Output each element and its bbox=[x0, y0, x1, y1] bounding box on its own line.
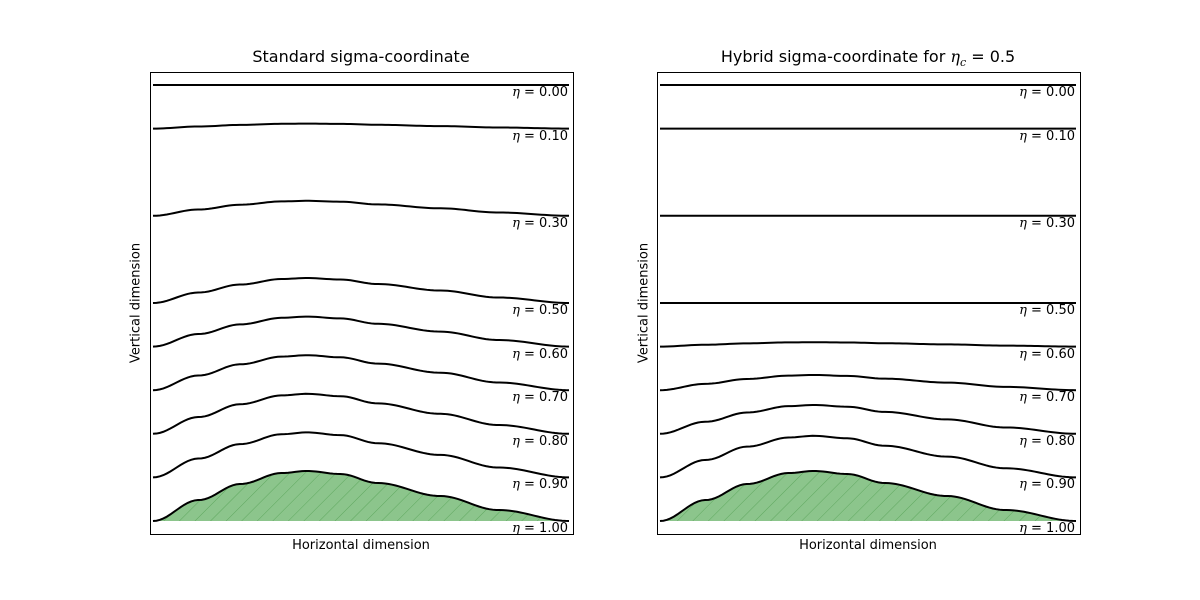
y-axis-label-hybrid: Vertical dimension bbox=[636, 242, 652, 364]
sigma-level-label: η = 0.50 bbox=[512, 303, 568, 318]
axes-frame bbox=[657, 72, 1081, 535]
sigma-level-line bbox=[659, 470, 1077, 522]
panel-title-standard: Standard sigma-coordinate bbox=[252, 47, 470, 66]
eta-symbol: η bbox=[1019, 215, 1027, 231]
eta-value: = 0.60 bbox=[519, 346, 568, 362]
sigma-level-label: η = 0.70 bbox=[512, 390, 568, 405]
sigma-level-label: η = 0.70 bbox=[1019, 390, 1075, 405]
topography-fill bbox=[153, 471, 569, 521]
sigma-level-label: η = 0.10 bbox=[512, 129, 568, 144]
eta-symbol: η bbox=[512, 303, 520, 318]
panel-title-hybrid: Hybrid sigma-coordinate for ηc = 0.5 bbox=[721, 47, 1015, 69]
eta-value: = 0.80 bbox=[1026, 433, 1075, 449]
title-prefix: Hybrid sigma-coordinate for bbox=[720, 47, 951, 66]
x-axis-label-standard: Horizontal dimension bbox=[292, 538, 430, 553]
eta-value: = 1.00 bbox=[1026, 521, 1075, 536]
eta-symbol: η bbox=[512, 215, 520, 231]
sigma-level-label: η = 0.00 bbox=[1019, 85, 1075, 100]
topography-fill bbox=[660, 471, 1076, 521]
sigma-level-line bbox=[152, 277, 570, 304]
eta-value: = 0.90 bbox=[519, 477, 568, 493]
sigma-level-label: η = 1.00 bbox=[512, 521, 568, 536]
eta-symbol: η bbox=[512, 128, 520, 144]
sigma-level-label: η = 0.80 bbox=[1019, 434, 1075, 449]
eta-value: = 0.70 bbox=[519, 390, 568, 406]
eta-value: = 0.50 bbox=[519, 303, 568, 318]
eta-value: = 0.00 bbox=[519, 85, 568, 100]
eta-value: = 0.50 bbox=[1026, 303, 1075, 318]
sigma-level-line bbox=[152, 392, 570, 435]
eta-symbol: η bbox=[1019, 346, 1027, 362]
sigma-level-label: η = 0.60 bbox=[1019, 347, 1075, 362]
panel-standard-sigma bbox=[150, 72, 574, 535]
sigma-level-line bbox=[152, 122, 570, 130]
eta-symbol: η bbox=[1019, 85, 1027, 100]
eta-symbol: η bbox=[1019, 128, 1027, 144]
sigma-level-label: η = 0.60 bbox=[512, 347, 568, 362]
eta-symbol: η bbox=[512, 390, 520, 406]
eta-symbol: η bbox=[512, 477, 520, 493]
sigma-level-label: η = 0.90 bbox=[1019, 477, 1075, 492]
eta-value: = 1.00 bbox=[519, 521, 568, 536]
eta-symbol: η bbox=[512, 521, 520, 536]
eta-value: = 0.60 bbox=[1026, 346, 1075, 362]
eta-value: = 0.80 bbox=[519, 433, 568, 449]
eta-symbol: η bbox=[1019, 303, 1027, 318]
sigma-level-label: η = 0.50 bbox=[1019, 303, 1075, 318]
sigma-level-label: η = 0.30 bbox=[512, 216, 568, 231]
sigma-level-line bbox=[659, 404, 1077, 435]
eta-value: = 0.00 bbox=[1026, 85, 1075, 100]
eta-symbol: η bbox=[512, 433, 520, 449]
eta-value: = 0.10 bbox=[519, 128, 568, 144]
title-eta-symbol: η bbox=[950, 47, 960, 66]
sigma-level-line bbox=[152, 315, 570, 348]
axes-frame bbox=[150, 72, 574, 535]
eta-symbol: η bbox=[512, 85, 520, 100]
sigma-level-line bbox=[152, 470, 570, 522]
panel-hybrid-sigma bbox=[657, 72, 1081, 535]
eta-value: = 0.30 bbox=[519, 215, 568, 231]
sigma-level-label: η = 0.00 bbox=[512, 85, 568, 100]
eta-value: = 0.90 bbox=[1026, 477, 1075, 493]
eta-value: = 0.70 bbox=[1026, 390, 1075, 406]
x-axis-label-hybrid: Horizontal dimension bbox=[799, 538, 937, 553]
sigma-level-line bbox=[659, 434, 1077, 479]
sigma-level-line bbox=[659, 341, 1077, 348]
sigma-level-label: η = 0.30 bbox=[1019, 216, 1075, 231]
eta-symbol: η bbox=[1019, 477, 1027, 493]
sigma-level-line bbox=[152, 431, 570, 479]
sigma-level-label: η = 0.90 bbox=[512, 477, 568, 492]
sigma-level-label: η = 1.00 bbox=[1019, 521, 1075, 536]
sigma-level-line bbox=[152, 354, 570, 392]
eta-symbol: η bbox=[1019, 521, 1027, 536]
sigma-level-line bbox=[152, 199, 570, 217]
eta-symbol: η bbox=[1019, 390, 1027, 406]
eta-value: = 0.30 bbox=[1026, 215, 1075, 231]
eta-symbol: η bbox=[1019, 433, 1027, 449]
title-suffix: = 0.5 bbox=[966, 47, 1016, 66]
title-eta-subscript: c bbox=[959, 56, 967, 70]
eta-symbol: η bbox=[512, 346, 520, 362]
sigma-level-label: η = 0.10 bbox=[1019, 129, 1075, 144]
sigma-level-line bbox=[659, 373, 1077, 392]
eta-value: = 0.10 bbox=[1026, 128, 1075, 144]
sigma-level-label: η = 0.80 bbox=[512, 434, 568, 449]
y-axis-label-standard: Vertical dimension bbox=[128, 242, 144, 364]
